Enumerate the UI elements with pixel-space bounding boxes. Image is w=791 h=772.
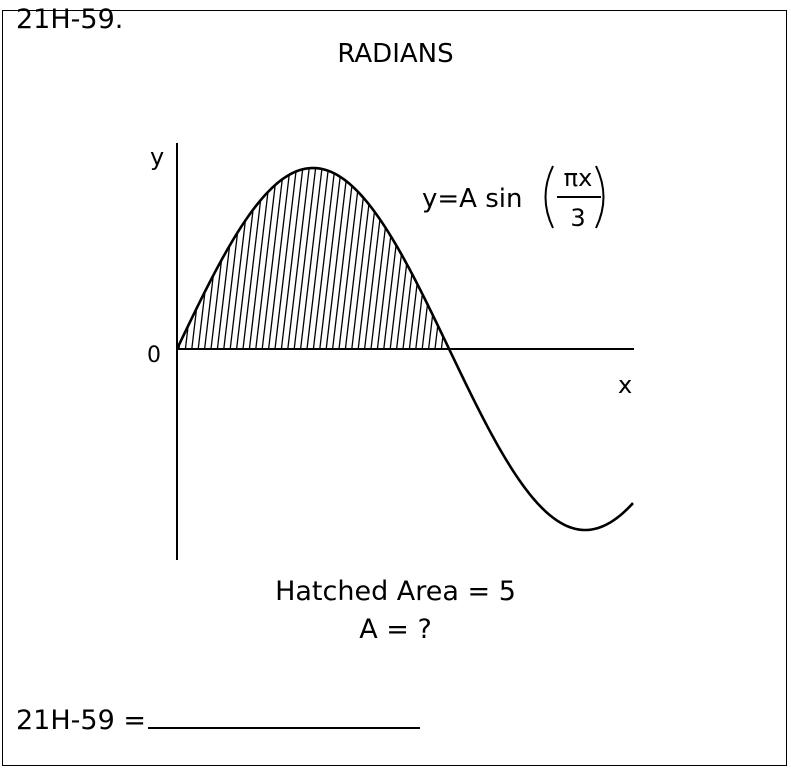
- hatch-line: [267, 168, 292, 349]
- hatch-line: [299, 168, 324, 349]
- hatch-line: [312, 168, 337, 349]
- hatch-line: [255, 168, 279, 349]
- hatch-line: [191, 168, 215, 349]
- hatch-line: [287, 168, 311, 349]
- answer-blank[interactable]: [147, 703, 420, 729]
- hatch-line: [177, 168, 183, 349]
- hatch-line: [325, 168, 349, 349]
- hatch-line: [210, 168, 234, 349]
- hatch-line: [261, 168, 285, 349]
- answer-line: 21H-59 =: [16, 703, 420, 736]
- hatch-line: [147, 163, 169, 349]
- units-label: RADIANS: [337, 39, 454, 69]
- hatch-line: [376, 168, 401, 349]
- hatched-area-text: Hatched Area = 5: [275, 576, 516, 607]
- sine-curve: [175, 166, 634, 532]
- hatch-line: [197, 168, 221, 349]
- hatch-line: [319, 168, 343, 349]
- hatch-line: [395, 168, 420, 349]
- hatch-line: [357, 168, 381, 349]
- hatch-line: [363, 168, 388, 349]
- hatch-line: [274, 168, 298, 349]
- hatch-line: [229, 168, 253, 349]
- left-paren: [544, 165, 554, 229]
- hatch-line: [216, 168, 241, 349]
- hatch-line: [235, 168, 260, 349]
- hatch-line: [184, 168, 209, 349]
- origin-label: 0: [147, 343, 161, 368]
- right-paren: [595, 165, 605, 229]
- hatch-line: [331, 168, 356, 349]
- problem-card: [2, 10, 787, 766]
- equation-numerator: πx: [564, 164, 593, 192]
- y-axis-label: y: [150, 143, 164, 171]
- equation-prefix: y=A sin: [422, 184, 522, 214]
- hatch-line: [280, 168, 305, 349]
- hatch-line: [338, 168, 362, 349]
- hatch-line: [370, 168, 394, 349]
- equation: y=A sin πx 3: [422, 164, 605, 232]
- equation-denominator: 3: [570, 204, 585, 232]
- hatch-line: [223, 168, 247, 349]
- hatch-line: [306, 168, 330, 349]
- hatch-line: [351, 168, 375, 349]
- x-axis-label: x: [618, 371, 632, 399]
- question-text: A = ?: [359, 614, 432, 645]
- hatch-line: [153, 163, 175, 349]
- answer-label: 21H-59 =: [16, 705, 146, 736]
- hatch-line: [293, 168, 317, 349]
- problem-id: 21H-59.: [16, 4, 124, 35]
- hatch-line: [242, 168, 266, 349]
